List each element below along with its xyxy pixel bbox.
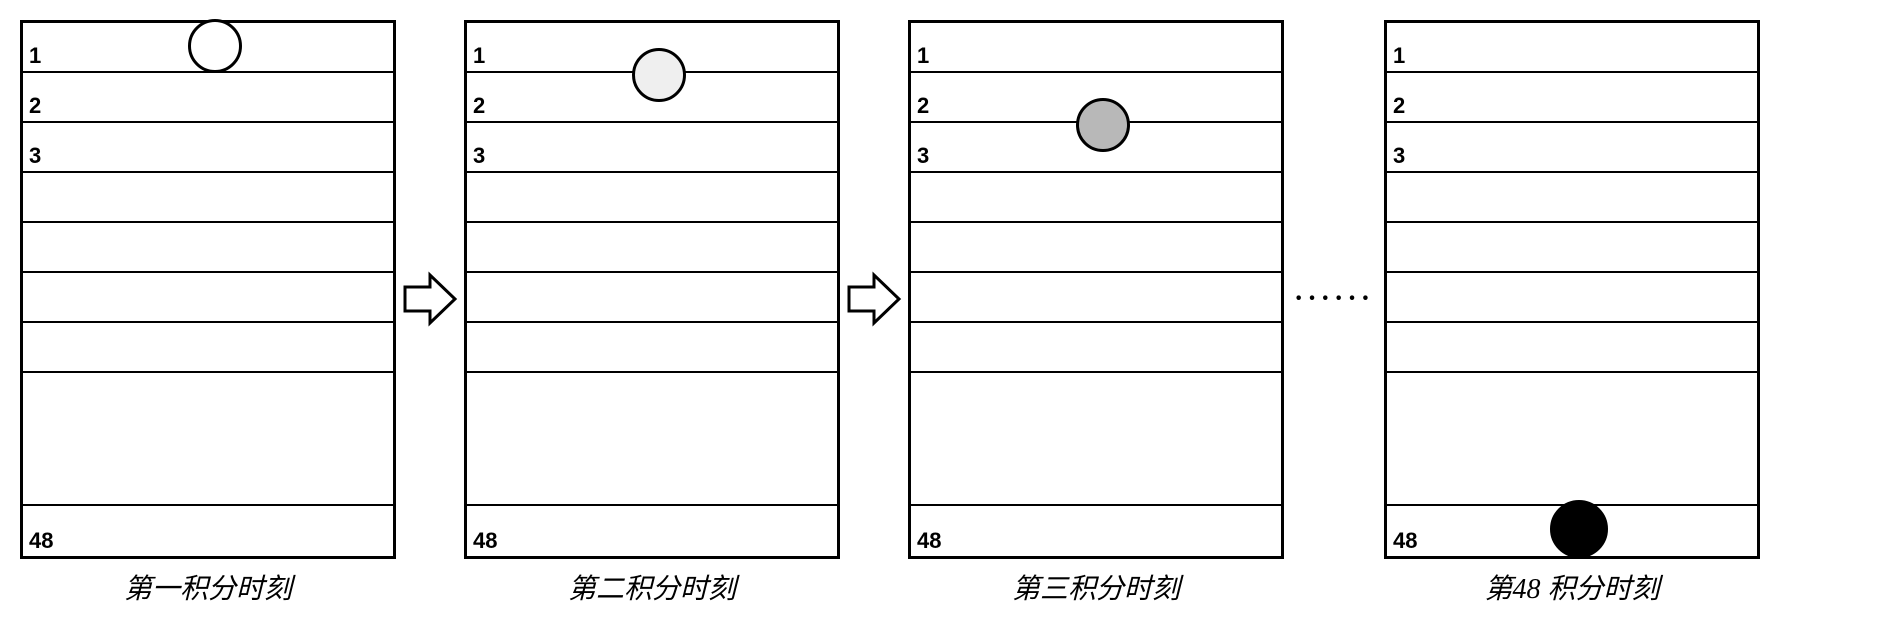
row-label: 3 [1393,143,1405,169]
target-marker [188,19,242,73]
target-marker [1076,98,1130,152]
sensor-row: 48 [23,506,393,556]
row-label: 3 [473,143,485,169]
ellipsis-connector: ······ [1284,283,1384,345]
panel-caption: 第三积分时刻 [1012,567,1180,607]
sensor-row [467,373,837,506]
row-label: 2 [917,93,929,119]
panel-caption: 第48 积分时刻 [1485,567,1660,607]
sensor-row [911,323,1281,373]
row-label: 1 [917,43,929,69]
sensor-row [1387,273,1757,323]
sensor-row: 1 [911,23,1281,73]
sensor-row [23,373,393,506]
sensor-row [1387,373,1757,506]
sensor-row [911,223,1281,273]
panel: 1 2 3 48 [20,20,396,559]
row-label: 48 [473,528,497,554]
sensor-row [911,373,1281,506]
panel-group: 1 2 3 48 第三积分时刻 [908,20,1284,607]
sensor-row [467,223,837,273]
row-label: 1 [1393,43,1405,69]
target-marker [1550,500,1608,558]
integration-sequence-diagram: 1 2 3 48 第一积分时刻 1 2 3 48 第二积分时刻 1 2 3 48 第三积分时刻 ·····… [20,20,1862,607]
sensor-row [467,173,837,223]
row-label: 48 [1393,528,1417,554]
panel: 1 2 3 48 [908,20,1284,559]
row-label: 2 [473,93,485,119]
sensor-row [1387,323,1757,373]
sensor-row: 48 [467,506,837,556]
sensor-row: 3 [1387,123,1757,173]
sensor-row [467,273,837,323]
sensor-row [1387,173,1757,223]
target-marker [632,48,686,102]
panel-caption: 第一积分时刻 [124,567,292,607]
arrow-connector [400,269,460,359]
sensor-row [1387,223,1757,273]
sensor-row: 3 [467,123,837,173]
row-label: 2 [29,93,41,119]
row-label: 2 [1393,93,1405,119]
row-label: 3 [29,143,41,169]
panel-group: 1 2 3 48 第一积分时刻 [20,20,396,607]
sensor-row [23,173,393,223]
sensor-row: 2 [23,73,393,123]
sensor-row: 48 [911,506,1281,556]
arrow-connector [844,269,904,359]
sensor-row [911,273,1281,323]
sensor-row [23,323,393,373]
sensor-row [23,223,393,273]
row-label: 1 [473,43,485,69]
panel-group: 1 2 3 48 第48 积分时刻 [1384,20,1760,607]
panel-group: 1 2 3 48 第二积分时刻 [464,20,840,607]
sensor-row [467,323,837,373]
panel: 1 2 3 48 [1384,20,1760,559]
sensor-row: 1 [1387,23,1757,73]
row-label: 3 [917,143,929,169]
sensor-row [23,273,393,323]
sensor-row: 2 [1387,73,1757,123]
row-label: 1 [29,43,41,69]
panel-caption: 第二积分时刻 [568,567,736,607]
row-label: 48 [29,528,53,554]
panel: 1 2 3 48 [464,20,840,559]
sensor-row: 3 [23,123,393,173]
sensor-row [911,173,1281,223]
row-label: 48 [917,528,941,554]
